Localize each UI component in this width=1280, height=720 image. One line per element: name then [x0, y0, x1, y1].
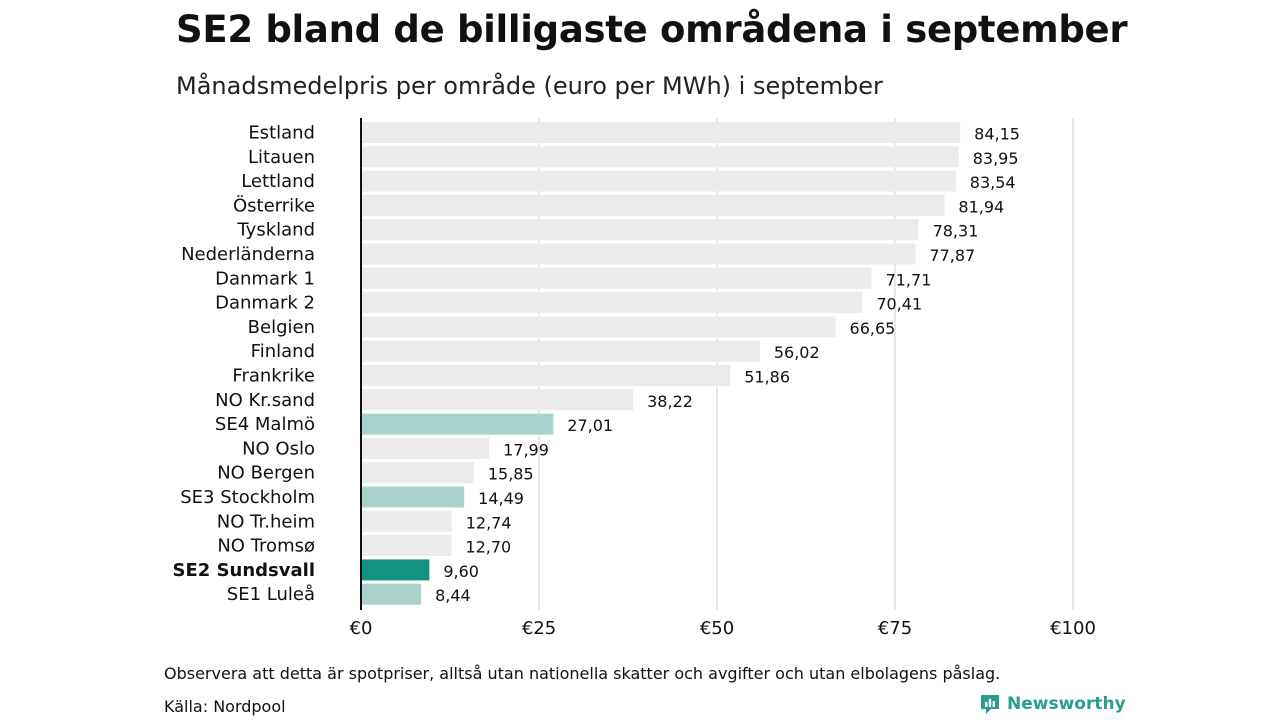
bar: [361, 170, 956, 192]
x-axis-ticks: €0 €25 €50 €75 €100: [350, 618, 1096, 639]
value-label: 66,65: [850, 319, 896, 338]
value-label: 70,41: [876, 295, 922, 314]
value-labels: 84,15 83,95 83,54 81,94 78,31 77,87 71,71 70,41…: [435, 125, 1020, 606]
bar: [361, 486, 465, 508]
x-tick-label: €25: [522, 618, 556, 639]
bar: [361, 146, 959, 168]
value-label: 81,94: [958, 197, 1004, 216]
value-label: 78,31: [933, 222, 979, 241]
category-label: NO Kr.sand: [215, 390, 315, 411]
value-label: 83,54: [970, 173, 1016, 192]
category-label: Nederländerna: [181, 244, 315, 265]
brand-name: Newsworthy: [1007, 694, 1126, 714]
value-label: 83,95: [973, 149, 1019, 168]
x-tick-label: €0: [350, 618, 373, 639]
category-label: NO Bergen: [217, 463, 315, 484]
bars: [361, 122, 961, 605]
value-label: 9,60: [443, 562, 479, 581]
bar: [361, 243, 916, 265]
bar: [361, 194, 945, 216]
bar: [361, 316, 836, 338]
category-label: Danmark 1: [215, 268, 315, 289]
bar: [361, 267, 872, 289]
bar: [361, 437, 490, 459]
bar: [361, 292, 863, 314]
bar: [361, 122, 961, 143]
value-label: 12,74: [466, 513, 512, 532]
category-label: Lettland: [241, 171, 315, 192]
value-label: 15,85: [488, 465, 534, 484]
value-label: 77,87: [929, 246, 975, 265]
category-label: SE2 Sundsvall: [173, 560, 315, 581]
category-label: SE4 Malmö: [215, 414, 315, 435]
newsworthy-logo: Newsworthy: [979, 693, 1126, 715]
category-label: Österrike: [233, 194, 315, 216]
category-label: Litauen: [248, 147, 315, 168]
bar: [361, 413, 554, 435]
bar: [361, 535, 452, 557]
value-label: 71,71: [886, 270, 932, 289]
category-label: NO Oslo: [242, 438, 315, 459]
value-label: 12,70: [465, 538, 511, 557]
bar: [361, 389, 634, 411]
source-note: Källa: Nordpool: [164, 697, 286, 716]
category-label: Finland: [251, 341, 315, 362]
bar: [361, 559, 430, 581]
value-label: 56,02: [774, 343, 820, 362]
category-label: Estland: [248, 123, 315, 144]
category-label: Belgien: [248, 317, 315, 338]
bar: [361, 365, 731, 386]
chart-title: SE2 bland de billigaste områdena i septe…: [176, 8, 1128, 51]
bar: [361, 219, 919, 241]
value-label: 8,44: [435, 586, 471, 605]
value-label: 51,86: [744, 368, 790, 387]
x-tick-label: €100: [1050, 618, 1096, 639]
category-label: Danmark 2: [215, 293, 315, 314]
x-tick-label: €50: [700, 618, 734, 639]
category-label: NO Tr.heim: [217, 511, 315, 532]
category-label: SE3 Stockholm: [180, 487, 315, 508]
newsworthy-logo-icon: [981, 695, 999, 714]
footnote: Observera att detta är spotpriser, allts…: [164, 664, 1001, 683]
value-label: 27,01: [567, 416, 613, 435]
category-label: Frankrike: [232, 366, 315, 387]
bar: [361, 462, 474, 484]
category-label: NO Tromsø: [217, 536, 315, 557]
bar: [361, 583, 422, 605]
value-label: 14,49: [478, 489, 524, 508]
category-label: SE1 Luleå: [227, 584, 315, 605]
value-label: 38,22: [647, 392, 693, 411]
category-label: Tyskland: [236, 220, 315, 241]
value-label: 17,99: [503, 440, 549, 459]
x-tick-label: €75: [878, 618, 912, 639]
value-label: 84,15: [974, 125, 1020, 144]
bar: [361, 510, 452, 532]
chart-subtitle: Månadsmedelpris per område (euro per MWh…: [176, 72, 883, 100]
bar: [361, 340, 760, 362]
